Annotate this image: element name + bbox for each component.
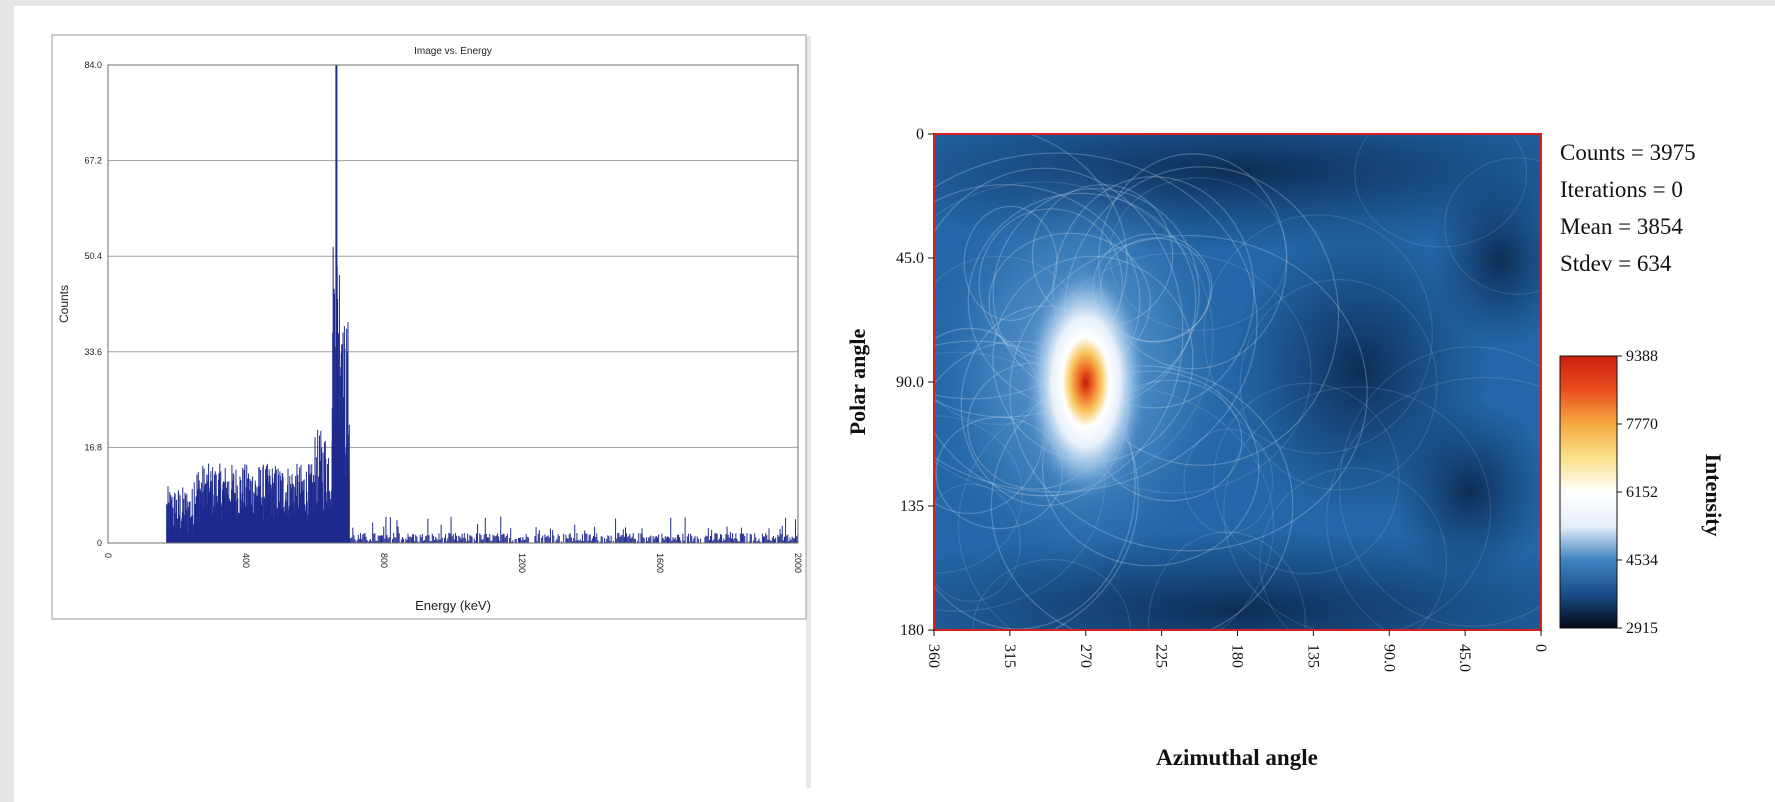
ring-arc <box>934 340 1136 630</box>
x-tick-label: 135 <box>1304 644 1321 668</box>
ring-arc <box>1339 346 1541 627</box>
ring-arc <box>934 134 1128 400</box>
ring-arc <box>1213 382 1400 575</box>
ring-arc <box>1354 134 1528 248</box>
x-tick-label: 800 <box>379 553 389 568</box>
x-tick-label: 225 <box>1153 644 1170 668</box>
stats-block: Counts = 3975 Iterations = 0 Mean = 3854… <box>1560 140 1696 276</box>
x-tick-label: 180 <box>1229 644 1246 668</box>
y-tick-label: 50.4 <box>84 251 102 261</box>
ring-arc <box>934 184 1141 418</box>
ring-arc <box>1444 157 1541 295</box>
ring-arc <box>1223 386 1492 630</box>
y-tick-label: 67.2 <box>84 156 102 166</box>
x-tick-label: 270 <box>1077 644 1094 668</box>
ring-arc <box>934 181 1214 497</box>
colorbar-tick-label: 6152 <box>1626 484 1658 501</box>
ring-arc <box>1259 467 1448 630</box>
stat-iterations: Iterations = 0 <box>1560 177 1683 202</box>
x-tick-label: 360 <box>925 644 942 668</box>
ring-arc <box>1183 428 1274 534</box>
ring-arc <box>1041 370 1260 567</box>
ring-arc <box>1203 214 1433 454</box>
x-tick-label: 1200 <box>517 553 527 573</box>
y-tick-label: 90.0 <box>896 374 924 391</box>
heatmap-plot <box>934 134 1541 630</box>
colorbar-label: Intensity <box>1701 453 1726 536</box>
spectrum-frame <box>51 34 807 620</box>
spectrum-y-label: Counts <box>57 285 71 323</box>
panel-divider <box>806 36 811 788</box>
x-tick-label: 400 <box>241 553 251 568</box>
ring-arc <box>1326 376 1541 630</box>
heatmap-hotspot <box>1023 264 1148 500</box>
y-tick-label: 0 <box>97 538 102 548</box>
stat-counts: Counts = 3975 <box>1560 140 1696 165</box>
spectrum-bars <box>166 65 799 543</box>
x-tick-label: 45.0 <box>1456 644 1473 672</box>
ring-arc <box>1097 153 1288 370</box>
colorbar-tick-label: 9388 <box>1626 348 1658 365</box>
colorbar-tick-label: 4534 <box>1626 552 1658 569</box>
x-tick-label: 0 <box>1532 644 1549 652</box>
x-tick-label: 2000 <box>793 553 803 573</box>
ring-arc <box>1239 279 1438 491</box>
heatmap-x-label: Azimuthal angle <box>1156 745 1318 770</box>
heatmap-y-label: Polar angle <box>845 329 870 436</box>
spectrum-plot-border <box>107 64 799 544</box>
spectrum-x-label: Energy (keV) <box>415 598 491 613</box>
y-tick-label: 0 <box>916 126 924 143</box>
y-tick-label: 180 <box>900 622 924 639</box>
heatmap-y-ticks: 0 45.0 90.0 135 180 <box>896 126 934 639</box>
stat-mean: Mean = 3854 <box>1560 214 1683 239</box>
spectrum-y-ticks: 0 16.8 33.6 50.4 67.2 84.0 <box>84 60 102 548</box>
colorbar-tick-label: 2915 <box>1626 620 1658 637</box>
x-tick-label: 315 <box>1001 644 1018 668</box>
ring-arc <box>934 152 1258 493</box>
colorbar-ticks: 9388 7770 6152 4534 2915 <box>1617 348 1658 637</box>
colorbar-tick-label: 7770 <box>1626 416 1658 433</box>
y-tick-label: 33.6 <box>84 347 102 357</box>
ring-arc <box>1147 531 1307 630</box>
spectrum-chart: Image vs. Energy 0 16.8 33.6 50.4 67.2 84.0 0… <box>51 34 807 620</box>
x-tick-label: 1600 <box>655 553 665 573</box>
y-tick-label: 16.8 <box>84 442 102 452</box>
y-tick-label: 84.0 <box>84 60 102 70</box>
ring-arc <box>934 167 1184 497</box>
ring-arc <box>1009 234 1368 552</box>
x-tick-label: 90.0 <box>1380 644 1397 672</box>
spectrum-x-ticks: 0 400 800 1200 1600 2000 <box>103 553 803 573</box>
stat-stdev: Stdev = 634 <box>1560 251 1672 276</box>
ring-arc <box>934 483 1021 602</box>
y-tick-label: 45.0 <box>896 250 924 267</box>
heatmap-chart: 0 45.0 90.0 135 180 360 315 270 225 180 135 90.0 45… <box>845 126 1726 770</box>
x-tick-label: 0 <box>103 553 113 558</box>
ring-arc <box>963 205 1058 321</box>
ring-arc <box>1108 177 1288 332</box>
ring-arc <box>934 340 1139 630</box>
spectrum-title: Image vs. Energy <box>414 46 492 57</box>
colorbar <box>1559 355 1618 629</box>
y-tick-label: 135 <box>900 498 924 515</box>
heatmap-x-ticks: 360 315 270 225 180 135 90.0 45.0 0 <box>925 630 1549 672</box>
